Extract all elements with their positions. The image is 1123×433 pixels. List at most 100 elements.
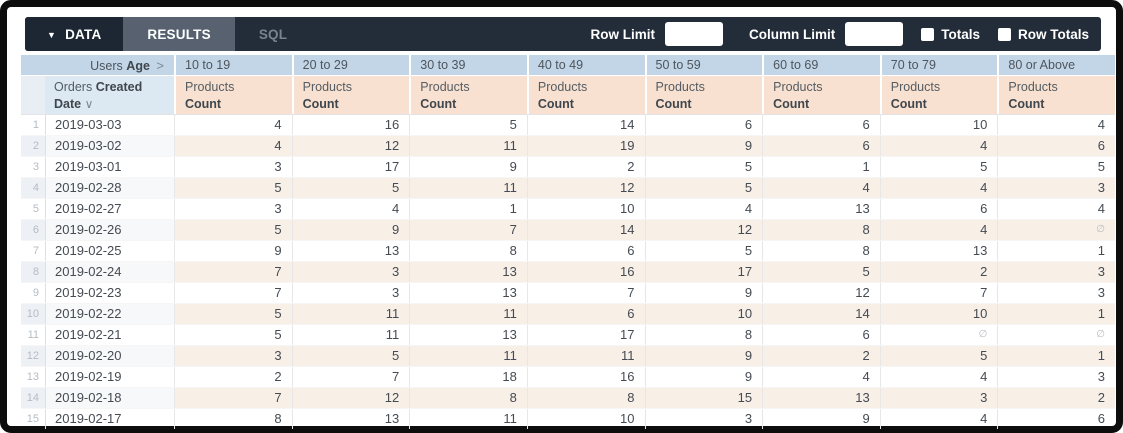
value-cell[interactable]: 2 (174, 367, 292, 387)
value-cell[interactable]: 11 (409, 346, 527, 366)
value-cell[interactable]: 8 (526, 388, 645, 408)
value-cell[interactable]: 13 (409, 283, 527, 303)
value-cell[interactable]: 4 (879, 409, 998, 429)
value-cell[interactable]: 13 (762, 388, 880, 408)
value-cell[interactable]: 7 (409, 220, 527, 240)
measure-header[interactable]: Products Count (291, 76, 410, 114)
measure-header[interactable]: Products Count (526, 76, 645, 114)
value-cell[interactable]: 14 (526, 220, 645, 240)
value-cell[interactable]: 9 (409, 157, 527, 177)
value-cell[interactable]: 12 (526, 178, 645, 198)
value-cell[interactable]: 4 (997, 115, 1115, 135)
value-cell[interactable]: 14 (526, 115, 645, 135)
value-cell[interactable]: 8 (174, 409, 292, 429)
tab-results[interactable]: RESULTS (123, 17, 235, 51)
tab-sql[interactable]: SQL (235, 17, 311, 51)
value-cell[interactable]: 10 (526, 199, 645, 219)
value-cell[interactable]: 11 (409, 304, 527, 324)
value-cell[interactable]: 4 (644, 199, 763, 219)
value-cell[interactable]: 4 (997, 199, 1115, 219)
value-cell[interactable]: 6 (644, 115, 763, 135)
value-cell[interactable]: 4 (762, 178, 880, 198)
value-cell[interactable]: 6 (526, 241, 645, 261)
value-cell[interactable]: 10 (879, 115, 998, 135)
value-cell[interactable]: 9 (762, 409, 880, 429)
value-cell[interactable]: 3 (174, 199, 292, 219)
value-cell[interactable]: 5 (879, 346, 998, 366)
value-cell[interactable]: 2 (879, 262, 998, 282)
value-cell[interactable]: 16 (526, 367, 645, 387)
tab-data[interactable]: ▼ DATA (25, 17, 124, 51)
value-cell[interactable]: 7 (879, 283, 998, 303)
value-cell[interactable]: 3 (644, 409, 763, 429)
value-cell[interactable]: 2 (762, 346, 880, 366)
pivot-value-header[interactable]: 30 to 39 (409, 55, 527, 75)
value-cell[interactable]: 8 (644, 325, 763, 345)
value-cell[interactable]: 5 (174, 304, 292, 324)
date-cell[interactable]: 2019-02-17 (45, 409, 174, 429)
value-cell[interactable]: 11 (409, 178, 527, 198)
value-cell[interactable]: 4 (174, 136, 292, 156)
date-cell[interactable]: 2019-02-21 (45, 325, 174, 345)
value-cell[interactable]: 4 (762, 367, 880, 387)
value-cell[interactable]: 19 (526, 136, 645, 156)
value-cell[interactable]: 16 (526, 262, 645, 282)
pivot-value-header[interactable]: 50 to 59 (644, 55, 763, 75)
value-cell[interactable]: 7 (174, 283, 292, 303)
value-cell[interactable]: 12 (291, 136, 410, 156)
value-cell[interactable]: 9 (174, 241, 292, 261)
value-cell-null[interactable]: ∅ (997, 220, 1115, 240)
value-cell[interactable]: 3 (997, 178, 1115, 198)
value-cell[interactable]: 4 (174, 115, 292, 135)
value-cell[interactable]: 3 (879, 388, 998, 408)
value-cell[interactable]: 5 (762, 262, 880, 282)
date-cell[interactable]: 2019-03-03 (45, 115, 174, 135)
date-cell[interactable]: 2019-02-28 (45, 178, 174, 198)
value-cell[interactable]: 13 (409, 325, 527, 345)
row-totals-checkbox[interactable] (997, 27, 1011, 41)
value-cell[interactable]: 9 (644, 283, 763, 303)
value-cell[interactable]: 9 (291, 220, 410, 240)
value-cell[interactable]: 5 (644, 178, 763, 198)
value-cell[interactable]: 3 (997, 262, 1115, 282)
date-cell[interactable]: 2019-02-20 (45, 346, 174, 366)
value-cell[interactable]: 13 (291, 409, 410, 429)
row-limit-input[interactable] (664, 22, 723, 46)
pivot-value-header[interactable]: 80 or Above (997, 55, 1115, 75)
value-cell[interactable]: 1 (997, 304, 1115, 324)
value-cell[interactable]: 7 (174, 262, 292, 282)
date-cell[interactable]: 2019-02-19 (45, 367, 174, 387)
date-cell[interactable]: 2019-02-18 (45, 388, 174, 408)
value-cell[interactable]: 5 (291, 178, 410, 198)
value-cell[interactable]: 1 (409, 199, 527, 219)
value-cell[interactable]: 5 (409, 115, 527, 135)
value-cell[interactable]: 6 (526, 304, 645, 324)
value-cell[interactable]: 6 (762, 115, 880, 135)
date-cell[interactable]: 2019-02-23 (45, 283, 174, 303)
value-cell[interactable]: 4 (879, 220, 998, 240)
value-cell[interactable]: 3 (291, 283, 410, 303)
value-cell[interactable]: 4 (291, 199, 410, 219)
value-cell[interactable]: 5 (997, 157, 1115, 177)
value-cell[interactable]: 7 (174, 388, 292, 408)
value-cell[interactable]: 11 (291, 325, 410, 345)
value-cell[interactable]: 8 (409, 388, 527, 408)
date-cell[interactable]: 2019-02-26 (45, 220, 174, 240)
value-cell[interactable]: 8 (762, 220, 880, 240)
pivot-value-header[interactable]: 20 to 29 (291, 55, 410, 75)
value-cell[interactable]: 2 (997, 388, 1115, 408)
value-cell[interactable]: 5 (879, 157, 998, 177)
column-limit-input[interactable] (845, 22, 904, 46)
pivot-value-header[interactable]: 60 to 69 (762, 55, 880, 75)
date-cell[interactable]: 2019-02-22 (45, 304, 174, 324)
value-cell[interactable]: 5 (174, 325, 292, 345)
value-cell[interactable]: 8 (762, 241, 880, 261)
value-cell[interactable]: 5 (644, 241, 763, 261)
value-cell[interactable]: 11 (526, 346, 645, 366)
value-cell[interactable]: 18 (409, 367, 527, 387)
value-cell[interactable]: 16 (291, 115, 410, 135)
measure-header[interactable]: Products Count (174, 76, 292, 114)
value-cell[interactable]: 12 (291, 388, 410, 408)
date-cell[interactable]: 2019-02-24 (45, 262, 174, 282)
value-cell[interactable]: 15 (644, 388, 763, 408)
